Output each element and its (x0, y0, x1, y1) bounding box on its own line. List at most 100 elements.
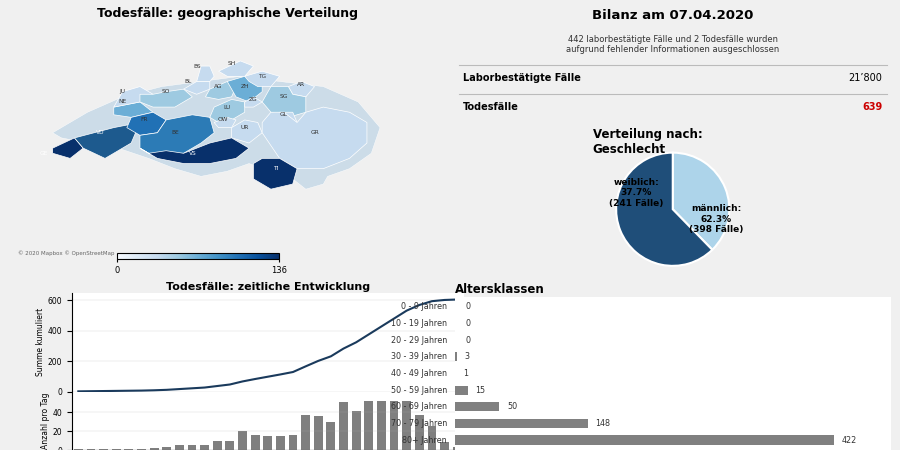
Bar (149, 448, 158, 450)
Text: Laborbestätigte Fälle: Laborbestätigte Fälle (464, 72, 581, 82)
Polygon shape (214, 117, 236, 128)
Bar (454, 386, 468, 395)
Polygon shape (245, 97, 262, 107)
Text: 3: 3 (464, 352, 470, 361)
Bar (327, 422, 336, 450)
Text: GL: GL (280, 112, 288, 117)
Bar (112, 449, 121, 450)
Bar (390, 401, 399, 450)
Polygon shape (75, 122, 140, 158)
Text: männlich:
62.3%
(398 Fälle): männlich: 62.3% (398 Fälle) (688, 204, 743, 234)
Bar (175, 446, 184, 450)
Text: LU: LU (223, 104, 231, 110)
Bar (352, 411, 361, 450)
Text: 21’800: 21’800 (849, 72, 882, 82)
Bar (314, 416, 323, 450)
Bar (225, 441, 234, 450)
Bar (276, 436, 284, 450)
Polygon shape (245, 71, 280, 86)
Text: 80+ Jahren: 80+ Jahren (402, 436, 447, 445)
Text: GR: GR (310, 130, 319, 135)
Bar (200, 446, 209, 450)
Polygon shape (140, 115, 214, 158)
Text: 639: 639 (862, 102, 882, 112)
Polygon shape (205, 81, 236, 99)
Polygon shape (210, 99, 245, 122)
Bar (238, 431, 247, 450)
Text: BS: BS (193, 63, 201, 68)
Text: Todesfälle: geographische Verteilung: Todesfälle: geographische Verteilung (97, 7, 358, 20)
Polygon shape (271, 112, 297, 128)
Bar (264, 436, 272, 450)
Text: 50 - 59 Jahren: 50 - 59 Jahren (391, 386, 447, 395)
Bar (137, 449, 146, 450)
Text: SH: SH (228, 61, 236, 66)
Text: 30 - 39 Jahren: 30 - 39 Jahren (391, 352, 447, 361)
Polygon shape (52, 76, 380, 189)
Bar (377, 401, 386, 450)
Text: weiblich:
37.7%
(241 Fälle): weiblich: 37.7% (241 Fälle) (609, 178, 663, 207)
Text: SO: SO (162, 89, 170, 94)
Bar (440, 442, 449, 450)
Polygon shape (262, 107, 367, 169)
Polygon shape (254, 158, 297, 189)
Text: 15: 15 (475, 386, 486, 395)
Bar (402, 401, 411, 450)
Text: BL: BL (184, 79, 192, 84)
Text: JU: JU (120, 89, 125, 94)
Text: ZH: ZH (240, 84, 249, 89)
Bar (74, 449, 83, 450)
Text: Verteilung nach:
Geschlecht: Verteilung nach: Geschlecht (593, 128, 703, 156)
Bar (86, 449, 95, 450)
Text: NE: NE (119, 99, 127, 104)
Text: OW: OW (218, 117, 228, 122)
Text: 148: 148 (595, 419, 610, 428)
Text: AR: AR (297, 81, 305, 86)
Bar (162, 447, 171, 450)
Text: Altersklassen: Altersklassen (454, 283, 544, 296)
Polygon shape (52, 138, 83, 158)
Text: 1: 1 (463, 369, 468, 378)
Wedge shape (616, 153, 712, 266)
Text: FR: FR (140, 117, 148, 122)
Text: 50: 50 (507, 402, 517, 411)
Text: UR: UR (240, 125, 249, 130)
Bar (364, 401, 373, 450)
Bar (302, 415, 310, 450)
Bar (187, 446, 196, 450)
Bar (124, 449, 133, 450)
Text: 20 - 29 Jahren: 20 - 29 Jahren (391, 336, 447, 345)
Polygon shape (288, 81, 314, 97)
Polygon shape (113, 102, 153, 117)
Text: 0: 0 (466, 336, 471, 345)
Text: 0: 0 (466, 319, 471, 328)
Text: TG: TG (258, 74, 266, 79)
Y-axis label: Summe kumuliert: Summe kumuliert (36, 308, 45, 376)
Text: 70 - 79 Jahren: 70 - 79 Jahren (391, 419, 447, 428)
Bar (212, 441, 221, 450)
Y-axis label: Anzahl pro Tag: Anzahl pro Tag (40, 392, 50, 449)
Title: Todesfälle: zeitliche Entwicklung: Todesfälle: zeitliche Entwicklung (166, 282, 370, 292)
Text: 60 - 69 Jahren: 60 - 69 Jahren (391, 402, 447, 411)
Polygon shape (231, 120, 262, 143)
Bar (251, 435, 259, 450)
Text: © 2020 Mapbox © OpenStreetMap: © 2020 Mapbox © OpenStreetMap (18, 250, 114, 256)
Text: 0 - 9 Jahren: 0 - 9 Jahren (400, 302, 447, 311)
Text: GE: GE (40, 151, 48, 156)
Text: Todesfälle: Todesfälle (464, 102, 519, 112)
Text: 40 - 49 Jahren: 40 - 49 Jahren (391, 369, 447, 378)
Text: Bilanz am 07.04.2020: Bilanz am 07.04.2020 (592, 9, 753, 22)
Text: ZG: ZG (249, 97, 257, 102)
Polygon shape (113, 86, 153, 107)
Polygon shape (219, 61, 254, 77)
Polygon shape (127, 112, 166, 135)
Polygon shape (262, 86, 306, 117)
Bar (453, 447, 462, 450)
Bar (99, 449, 108, 450)
Bar (428, 427, 436, 450)
Text: SG: SG (280, 94, 288, 99)
Wedge shape (672, 153, 729, 250)
Text: AG: AG (214, 84, 223, 89)
Text: VD: VD (96, 130, 105, 135)
Bar (415, 415, 424, 450)
